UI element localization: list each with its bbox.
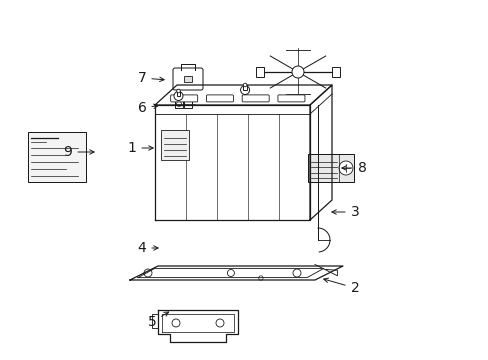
Bar: [183, 76, 192, 82]
Bar: [161, 130, 189, 160]
Circle shape: [174, 91, 183, 100]
FancyBboxPatch shape: [170, 95, 197, 102]
FancyBboxPatch shape: [206, 95, 233, 102]
Text: 3: 3: [331, 205, 359, 219]
FancyBboxPatch shape: [242, 95, 268, 102]
Circle shape: [143, 269, 152, 277]
Circle shape: [291, 66, 304, 78]
Text: 8: 8: [341, 161, 366, 175]
Bar: [28, 132, 86, 182]
Circle shape: [216, 319, 224, 327]
FancyBboxPatch shape: [277, 95, 305, 102]
Circle shape: [243, 83, 246, 87]
Bar: [256, 67, 264, 77]
Text: 9: 9: [63, 145, 94, 159]
Bar: [307, 154, 353, 182]
Bar: [331, 67, 339, 77]
Circle shape: [176, 89, 180, 93]
Circle shape: [338, 161, 352, 175]
Text: 5: 5: [147, 312, 168, 329]
FancyBboxPatch shape: [173, 68, 203, 90]
Bar: [175, 99, 183, 108]
Circle shape: [258, 276, 263, 280]
Text: 4: 4: [137, 241, 158, 255]
Bar: [176, 91, 180, 96]
Circle shape: [176, 102, 181, 107]
Circle shape: [227, 270, 234, 276]
Bar: [243, 85, 246, 90]
Text: 1: 1: [127, 141, 153, 155]
Text: 2: 2: [323, 278, 359, 295]
Circle shape: [172, 319, 180, 327]
Circle shape: [240, 85, 249, 94]
Circle shape: [292, 269, 301, 277]
Text: 7: 7: [137, 71, 164, 85]
Bar: [183, 99, 192, 108]
Text: 6: 6: [137, 101, 158, 115]
